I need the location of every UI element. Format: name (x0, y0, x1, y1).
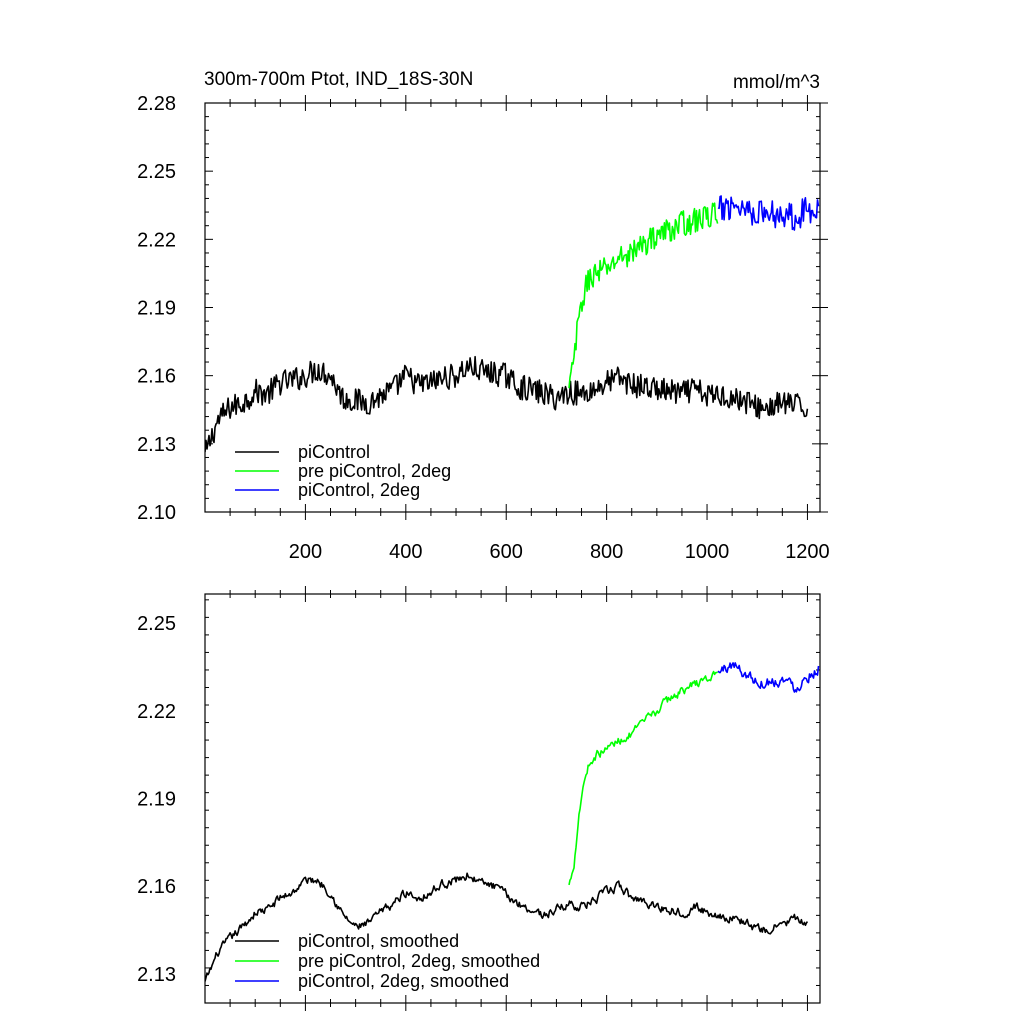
series-line-pre-picontrol-2deg-smoothed (568, 670, 719, 886)
y-tick-label: 2.28 (137, 93, 176, 115)
y-tick-label: 2.13 (137, 964, 176, 986)
y-tick-label: 2.16 (137, 366, 176, 388)
series-line-picontrol-smoothed (205, 872, 809, 982)
y-tick-label: 2.16 (137, 876, 176, 898)
x-tick-label: 600 (490, 541, 523, 563)
series-line-picontrol-2deg-smoothed (717, 662, 820, 693)
x-tick-label: 200 (289, 541, 322, 563)
x-tick-label: 1000 (685, 541, 730, 563)
x-tick-label: 800 (590, 541, 623, 563)
y-tick-label: 2.22 (137, 701, 176, 723)
y-tick-label: 2.10 (137, 502, 176, 524)
y-tick-label: 2.13 (137, 434, 176, 456)
legend-label: piControl, smoothed (298, 931, 459, 951)
legend-label: pre piControl, 2deg, smoothed (298, 951, 540, 971)
series-line-picontrol-2deg (717, 195, 820, 231)
y-tick-label: 2.19 (137, 789, 176, 811)
top-panel: 300m-700m Ptot, IND_18S-30N mmol/m^3 200… (137, 69, 830, 563)
top-series (205, 195, 820, 453)
chart-title: 300m-700m Ptot, IND_18S-30N (204, 69, 473, 90)
legend-label: piControl (298, 442, 370, 462)
series-line-picontrol (205, 355, 809, 453)
legend-label: pre piControl, 2deg (298, 461, 451, 481)
x-tick-label: 400 (389, 541, 422, 563)
units-label: mmol/m^3 (733, 72, 820, 93)
bottom-axes: 2.13 2.16 2.19 2.22 2.25 (137, 586, 821, 1011)
y-tick-label: 2.22 (137, 229, 176, 251)
x-tick-label: 1200 (785, 541, 830, 563)
series-line-pre-picontrol-2deg (568, 202, 719, 389)
legend-label: piControl, 2deg (298, 480, 420, 500)
top-axes: 200 400 600 800 1000 1200 2.10 2.13 2.16 2.19 2.22… (137, 93, 830, 563)
plot-frame (204, 593, 821, 1004)
y-tick-label: 2.19 (137, 298, 176, 320)
legend-label: piControl, 2deg, smoothed (298, 971, 509, 991)
bottom-panel: 2.13 2.16 2.19 2.22 2.25 piControl, smoothed… (137, 586, 821, 1011)
y-tick-label: 2.25 (137, 613, 176, 635)
bottom-series (205, 662, 820, 982)
y-tick-label: 2.25 (137, 161, 176, 183)
